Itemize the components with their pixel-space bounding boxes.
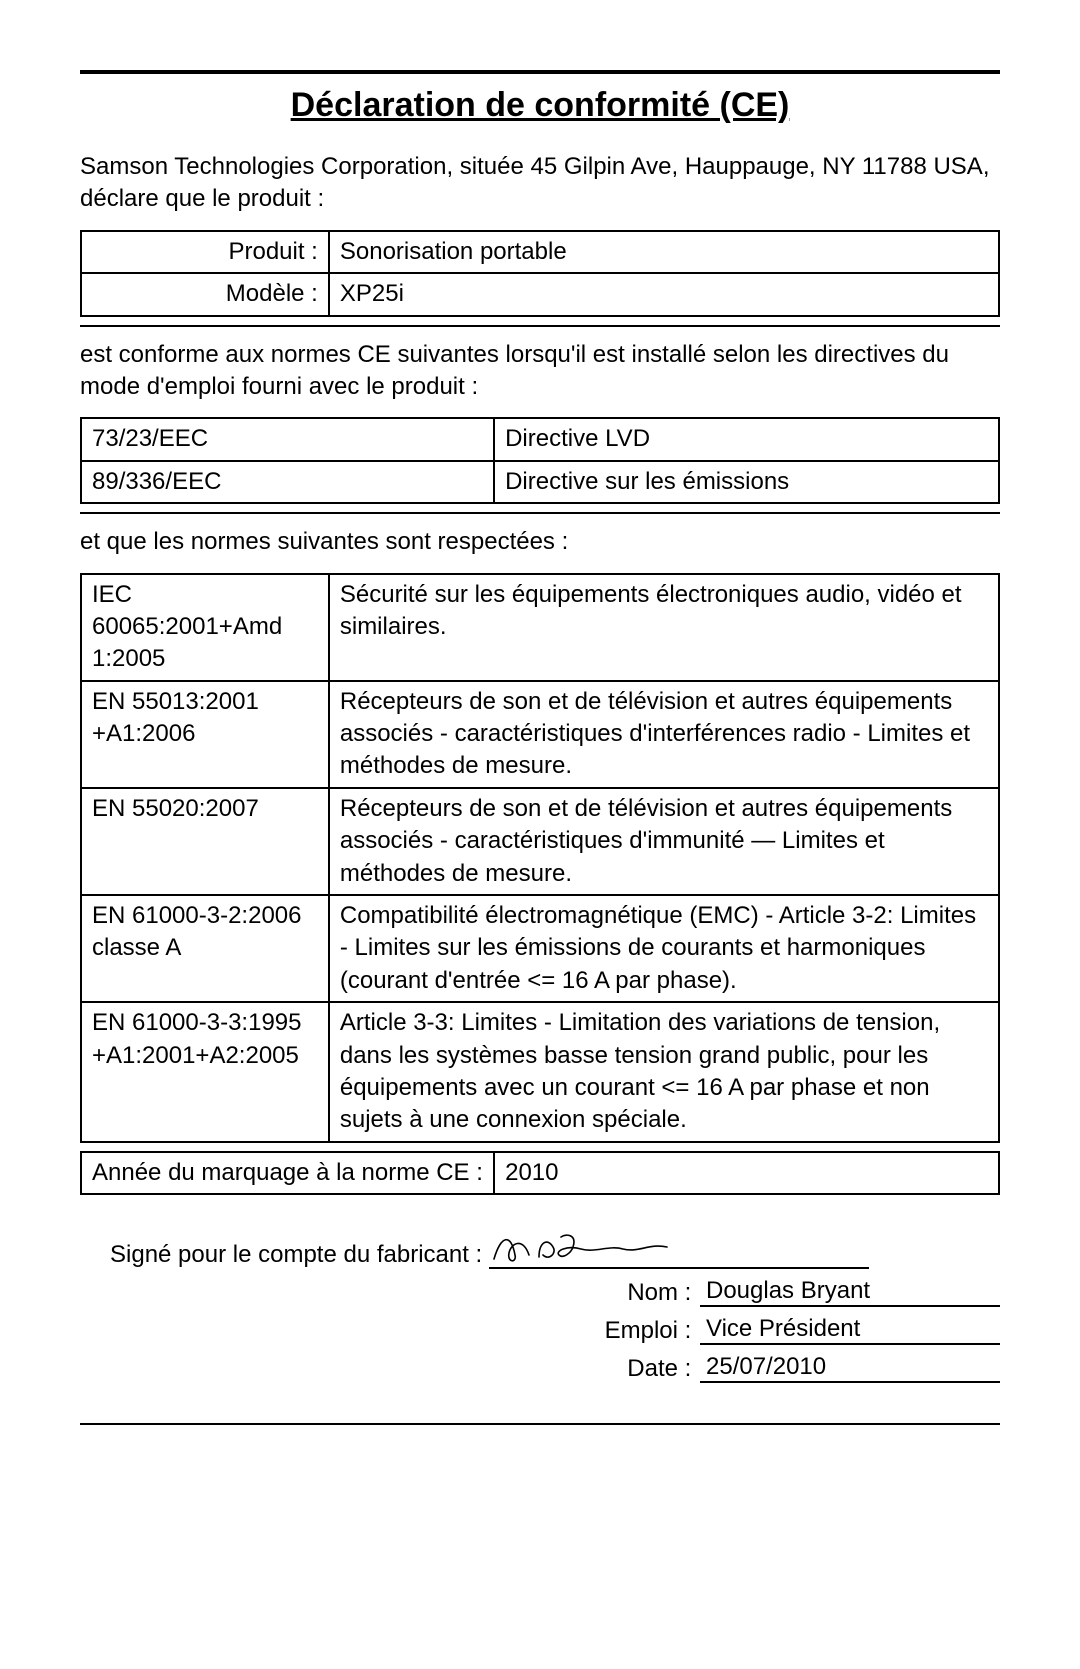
directive-code: 89/336/EEC bbox=[81, 461, 494, 503]
standards-table: IEC 60065:2001+Amd 1:2005 Sécurité sur l… bbox=[80, 573, 1000, 1143]
date-row: Date : 25/07/2010 bbox=[80, 1353, 1000, 1383]
table-row: Année du marquage à la norme CE : 2010 bbox=[81, 1152, 999, 1194]
standard-code: EN 55013:2001 +A1:2006 bbox=[81, 681, 329, 788]
product-value: Sonorisation portable bbox=[329, 231, 999, 273]
standard-code: EN 61000-3-2:2006 classe A bbox=[81, 895, 329, 1002]
table-row: 73/23/EEC Directive LVD bbox=[81, 418, 999, 460]
signature-block: Signé pour le compte du fabricant : Nom … bbox=[80, 1225, 1000, 1383]
signed-for-label: Signé pour le compte du fabricant : bbox=[110, 1241, 489, 1269]
year-value: 2010 bbox=[494, 1152, 999, 1194]
standard-desc: Récepteurs de son et de télévision et au… bbox=[329, 681, 999, 788]
table-row: EN 55013:2001 +A1:2006 Récepteurs de son… bbox=[81, 681, 999, 788]
table-row: EN 61000-3-3:1995 +A1:2001+A2:2005 Artic… bbox=[81, 1002, 999, 1142]
position-value: Vice Président bbox=[700, 1315, 1000, 1345]
date-label: Date : bbox=[627, 1355, 698, 1383]
year-label: Année du marquage à la norme CE : bbox=[81, 1152, 494, 1194]
directive-code: 73/23/EEC bbox=[81, 418, 494, 460]
table-row: EN 55020:2007 Récepteurs de son et de té… bbox=[81, 788, 999, 895]
product-table: Produit : Sonorisation portable Modèle :… bbox=[80, 230, 1000, 317]
table-row: Produit : Sonorisation portable bbox=[81, 231, 999, 273]
signed-for-row: Signé pour le compte du fabricant : bbox=[80, 1225, 1000, 1269]
directive-desc: Directive LVD bbox=[494, 418, 999, 460]
name-label: Nom : bbox=[627, 1279, 698, 1307]
name-value: Douglas Bryant bbox=[700, 1277, 1000, 1307]
date-value: 25/07/2010 bbox=[700, 1353, 1000, 1383]
product-label: Produit : bbox=[81, 231, 329, 273]
table-row: 89/336/EEC Directive sur les émissions bbox=[81, 461, 999, 503]
standards-paragraph: et que les normes suivantes sont respect… bbox=[80, 526, 1000, 558]
standard-code: IEC 60065:2001+Amd 1:2005 bbox=[81, 574, 329, 681]
directives-table: 73/23/EEC Directive LVD 89/336/EEC Direc… bbox=[80, 417, 1000, 504]
document-title: Déclaration de conformité (CE) bbox=[80, 86, 1000, 125]
standard-code: EN 61000-3-3:1995 +A1:2001+A2:2005 bbox=[81, 1002, 329, 1142]
table-row: IEC 60065:2001+Amd 1:2005 Sécurité sur l… bbox=[81, 574, 999, 681]
table-row: Modèle : XP25i bbox=[81, 273, 999, 315]
standard-desc: Sécurité sur les équipements électroniqu… bbox=[329, 574, 999, 681]
model-value: XP25i bbox=[329, 273, 999, 315]
standard-desc: Article 3-3: Limites - Limitation des va… bbox=[329, 1002, 999, 1142]
bottom-rule bbox=[80, 1423, 1000, 1425]
top-rule bbox=[80, 70, 1000, 74]
table-row: EN 61000-3-2:2006 classe A Compatibilité… bbox=[81, 895, 999, 1002]
section-rule bbox=[80, 325, 1000, 327]
model-label: Modèle : bbox=[81, 273, 329, 315]
position-row: Emploi : Vice Président bbox=[80, 1315, 1000, 1345]
intro-paragraph: Samson Technologies Corporation, située … bbox=[80, 151, 1000, 216]
signature-icon bbox=[489, 1225, 689, 1267]
position-label: Emploi : bbox=[605, 1317, 698, 1345]
name-row: Nom : Douglas Bryant bbox=[80, 1277, 1000, 1307]
section-rule bbox=[80, 512, 1000, 514]
conforms-paragraph: est conforme aux normes CE suivantes lor… bbox=[80, 339, 1000, 404]
standard-code: EN 55020:2007 bbox=[81, 788, 329, 895]
signature-line bbox=[489, 1225, 869, 1269]
standard-desc: Récepteurs de son et de télévision et au… bbox=[329, 788, 999, 895]
standard-desc: Compatibilité électromagnétique (EMC) - … bbox=[329, 895, 999, 1002]
year-table: Année du marquage à la norme CE : 2010 bbox=[80, 1151, 1000, 1195]
directive-desc: Directive sur les émissions bbox=[494, 461, 999, 503]
document-page: Déclaration de conformité (CE) Samson Te… bbox=[0, 0, 1080, 1669]
